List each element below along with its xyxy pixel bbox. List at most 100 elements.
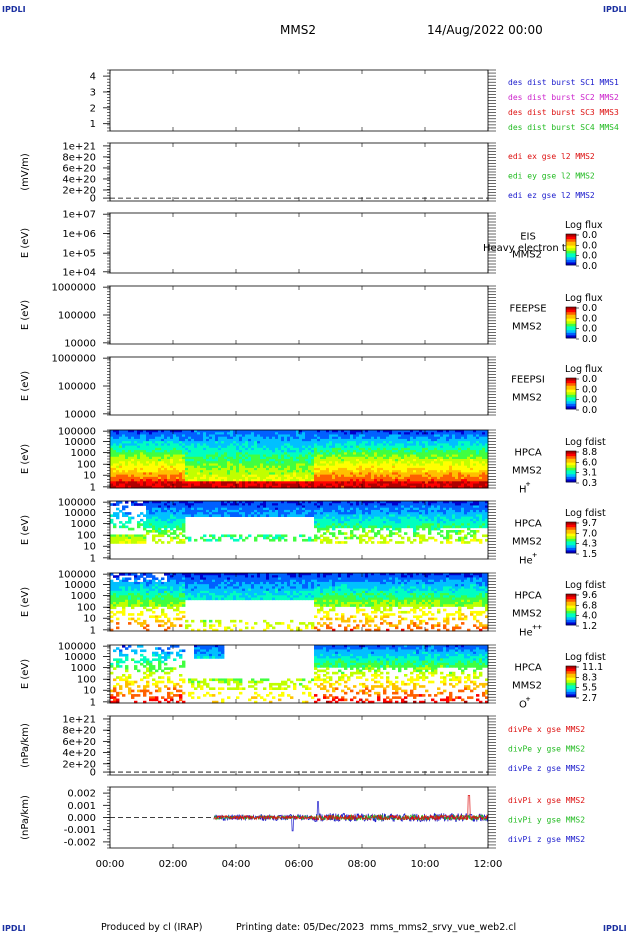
spectrogram-cell xyxy=(335,514,339,518)
spectrogram-cell xyxy=(176,436,180,440)
spectrogram-cell xyxy=(164,525,168,529)
spectrogram-cell xyxy=(365,441,369,444)
spectrogram-cell xyxy=(338,472,342,476)
spectrogram-cell xyxy=(140,483,144,487)
colorbar-swatch xyxy=(566,390,576,393)
spectrogram-cell xyxy=(371,443,375,447)
spectrogram-cell xyxy=(356,536,360,540)
spectrogram-cell xyxy=(380,445,384,449)
spectrogram-cell xyxy=(113,470,117,473)
spectrogram-cell xyxy=(116,450,120,453)
spectrogram-cell xyxy=(236,507,240,511)
spectrogram-cell xyxy=(227,476,231,480)
spectrogram-cell xyxy=(239,452,243,455)
spectrogram-cell xyxy=(149,434,153,438)
spectrogram-cell xyxy=(206,483,210,487)
spectrogram-cell xyxy=(257,476,261,480)
spectrogram-cell xyxy=(131,430,135,433)
spectrogram-cell xyxy=(209,476,213,480)
spectrogram-cell xyxy=(374,436,378,440)
colorbar-swatch xyxy=(566,243,576,245)
spectrogram-cell xyxy=(356,525,360,529)
spectrogram-cell xyxy=(293,503,297,506)
spectrogram-cell xyxy=(131,485,135,489)
spectrogram-cell xyxy=(209,463,213,467)
spectrogram-cell xyxy=(185,436,189,440)
spectrogram-cell xyxy=(188,452,192,455)
spectrogram-cell xyxy=(413,438,417,442)
spectrogram-cell xyxy=(140,441,144,444)
spectrogram-cell xyxy=(155,430,159,433)
spectrogram-cell xyxy=(170,450,174,453)
spectrogram-cell xyxy=(152,503,156,506)
spectrogram-cell xyxy=(338,456,342,460)
spectrogram-cell xyxy=(254,467,258,471)
spectrogram-cell xyxy=(182,467,186,471)
spectrogram-cell xyxy=(380,450,384,453)
overlay-text: Heavy electron to xyxy=(483,243,572,254)
spectrogram-cell xyxy=(335,503,339,506)
spectrogram-cell xyxy=(149,456,153,460)
spectrogram-cell xyxy=(131,447,135,451)
spectrogram-cell xyxy=(239,467,243,471)
spectrogram-cell xyxy=(257,447,261,451)
spectrogram-cell xyxy=(263,485,267,489)
spectrogram-cell xyxy=(320,454,324,458)
spectrogram-cell xyxy=(440,443,444,447)
spectrogram-cell xyxy=(338,434,342,438)
spectrogram-cell xyxy=(395,505,399,509)
spectrogram-cell xyxy=(188,512,192,515)
spectrogram-cell xyxy=(176,512,180,515)
spectrogram-cell xyxy=(452,447,456,451)
spectrogram-cell xyxy=(164,456,168,460)
spectrogram-cell xyxy=(365,445,369,449)
spectrogram-cell xyxy=(461,465,465,469)
spectrogram-cell xyxy=(266,465,270,469)
spectrogram-cell xyxy=(179,470,183,473)
spectrogram-cell xyxy=(110,472,114,476)
spectrogram-cell xyxy=(140,472,144,476)
spectrogram-cell xyxy=(134,438,138,442)
spectrogram-cell xyxy=(380,467,384,471)
spectrogram-cell xyxy=(407,538,411,542)
spectrogram-cell xyxy=(434,483,438,487)
spectrogram-cell xyxy=(446,459,450,462)
spectrogram-cell xyxy=(173,476,177,480)
spectrogram-cell xyxy=(407,454,411,458)
spectrogram-cell xyxy=(305,447,309,451)
spectrogram-cell xyxy=(176,514,180,518)
spectrogram-cell xyxy=(311,479,315,482)
spectrogram-cell xyxy=(242,432,246,435)
spectrogram-cell xyxy=(152,438,156,442)
spectrogram-cell xyxy=(380,470,384,473)
spectrogram-cell xyxy=(206,538,210,542)
spectrogram-cell xyxy=(161,438,165,442)
spectrogram-cell xyxy=(335,483,339,487)
spectrogram-cell xyxy=(272,447,276,451)
spectrogram-cell xyxy=(365,465,369,469)
spectrogram-cell xyxy=(113,461,117,464)
spectrogram-cell xyxy=(359,430,363,433)
spectrogram-cell xyxy=(416,465,420,469)
spectrogram-cell xyxy=(239,434,243,438)
spectrogram-cell xyxy=(251,447,255,451)
spectrogram-cell xyxy=(122,472,126,476)
spectrogram-cell xyxy=(314,463,318,467)
spectrogram-cell xyxy=(362,432,366,435)
spectrogram-cell xyxy=(290,507,294,511)
spectrogram-cell xyxy=(359,521,363,524)
spectrogram-cell xyxy=(266,445,270,449)
spectrogram-cell xyxy=(350,503,354,506)
spectrogram-cell xyxy=(308,503,312,506)
spectrogram-cell xyxy=(140,481,144,484)
spectrogram-cell xyxy=(314,514,318,518)
spectrogram-cell xyxy=(275,445,279,449)
spectrogram-cell xyxy=(131,467,135,471)
spectrogram-cell xyxy=(224,505,228,509)
spectrogram-cell xyxy=(212,514,216,518)
spectrogram-cell xyxy=(452,479,456,482)
spectrogram-cell xyxy=(371,505,375,509)
spectrogram-cell xyxy=(155,534,159,538)
spectrogram-cell xyxy=(116,476,120,480)
spectrogram-cell xyxy=(302,456,306,460)
